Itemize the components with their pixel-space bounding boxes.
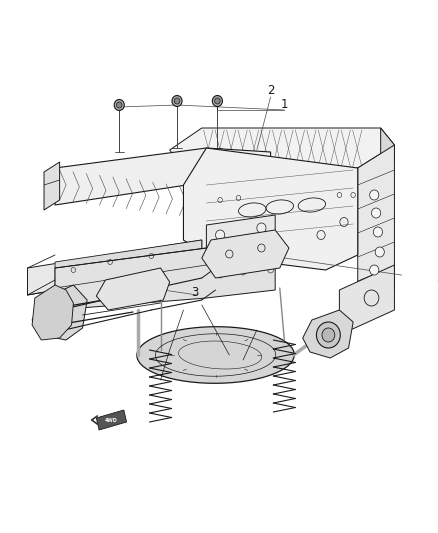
Circle shape [235,245,242,252]
Circle shape [44,304,70,332]
Circle shape [257,223,266,233]
Polygon shape [202,168,358,185]
Circle shape [375,247,384,257]
Circle shape [117,102,122,108]
Circle shape [370,265,379,275]
Text: 3: 3 [437,271,438,285]
Polygon shape [28,240,202,295]
Circle shape [172,95,182,107]
Circle shape [370,190,379,200]
Circle shape [215,230,225,240]
Polygon shape [170,128,395,168]
Circle shape [208,248,214,255]
Circle shape [371,208,381,218]
Polygon shape [96,268,170,310]
Polygon shape [32,285,87,340]
Circle shape [317,322,340,348]
Polygon shape [44,162,60,210]
Circle shape [373,227,382,237]
Text: 3: 3 [191,286,198,298]
Text: 4WD: 4WD [105,417,117,423]
Polygon shape [137,327,294,383]
Text: 2: 2 [267,84,274,96]
Circle shape [322,328,335,342]
Polygon shape [202,230,289,278]
Text: 1: 1 [281,99,288,111]
Polygon shape [32,285,74,340]
Polygon shape [55,248,275,310]
Polygon shape [358,128,395,178]
Circle shape [215,98,220,104]
Circle shape [174,98,180,104]
Polygon shape [55,240,202,288]
Polygon shape [358,145,395,313]
Polygon shape [206,215,275,265]
Polygon shape [96,410,127,430]
Circle shape [114,100,124,110]
Polygon shape [339,265,395,335]
Polygon shape [184,148,358,270]
Circle shape [212,95,223,107]
Circle shape [263,241,269,248]
Polygon shape [55,148,271,205]
Circle shape [54,315,60,321]
Circle shape [49,310,64,326]
Polygon shape [303,310,353,358]
